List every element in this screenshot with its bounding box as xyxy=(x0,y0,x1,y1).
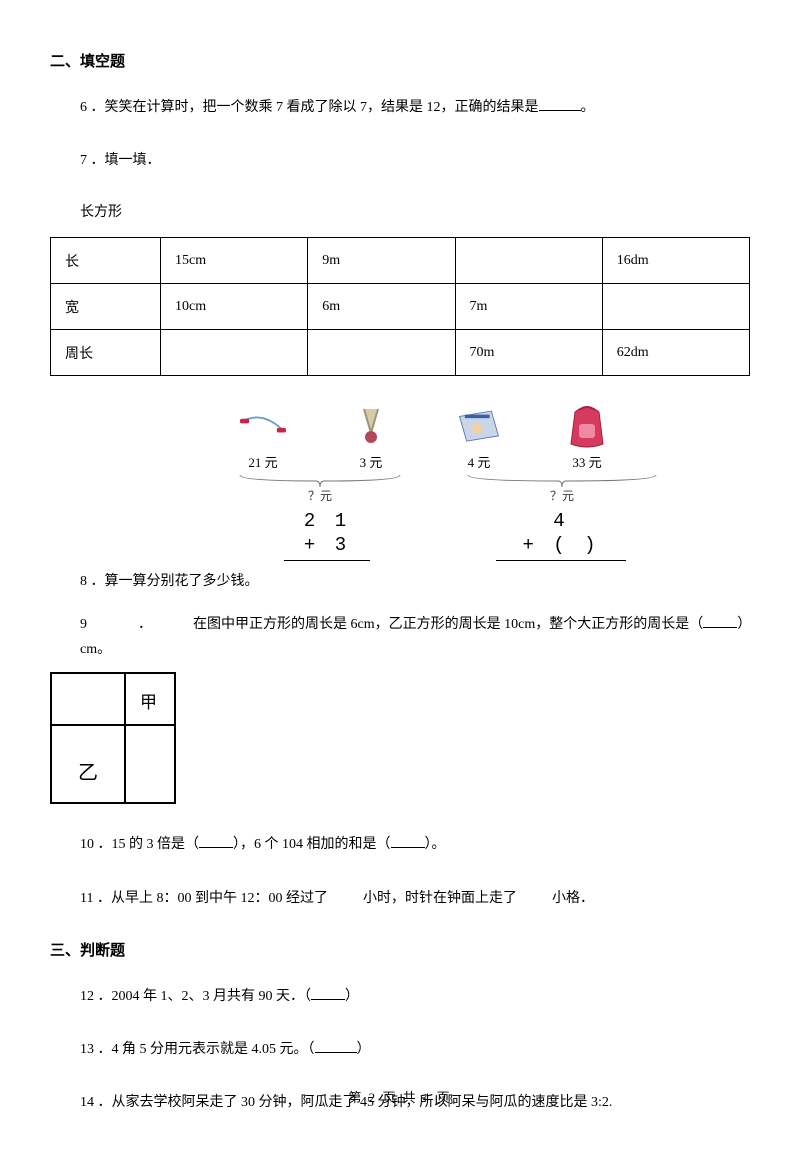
cell: 7m xyxy=(455,284,602,330)
q9-blank[interactable] xyxy=(703,614,737,628)
q13-blank[interactable] xyxy=(315,1039,357,1053)
calc-right: 4 + ( ) xyxy=(496,510,626,561)
calc2-line xyxy=(496,560,626,561)
item-shuttlecock: 3 元 xyxy=(348,406,394,471)
calc-row: 2 1 + 3 4 + ( ) xyxy=(240,510,760,561)
price: 4 元 xyxy=(468,452,491,471)
q9-num: 9 xyxy=(80,617,87,632)
items-illustration: 21 元 3 元 4 元 33 元 xyxy=(240,406,760,561)
backpack-icon xyxy=(564,406,610,448)
q9-hline xyxy=(52,724,174,726)
cell: 6m xyxy=(308,284,455,330)
q9-label-yi: 乙 xyxy=(78,756,98,785)
cell: 15cm xyxy=(161,238,308,284)
q9-figure: 甲 乙 xyxy=(50,672,750,804)
section-2-title: 二、填空题 xyxy=(50,50,750,71)
price: 3 元 xyxy=(360,452,383,471)
question-11: 11 ．从早上 8：00 到中午 12：00 经过了 小时，时针在钟面上走了 小… xyxy=(80,886,750,911)
question-9: 9 ． 在图中甲正方形的周长是 6cm，乙正方形的周长是 10cm，整个大正方形… xyxy=(80,612,750,662)
price: 33 元 xyxy=(572,452,601,471)
cell[interactable] xyxy=(455,238,602,284)
jumprope-icon xyxy=(240,406,286,448)
cell[interactable] xyxy=(161,330,308,376)
brace-right-label: ？元 xyxy=(550,487,574,504)
question-10: 10 ．15 的 3 倍是（ ），6 个 104 相加的和是（ ）。 xyxy=(80,832,750,857)
q11-b: 小时，时针在钟面上走了 xyxy=(363,891,517,906)
q9-text: 在图中甲正方形的周长是 6cm，乙正方形的周长是 10cm，整个大正方形的周长是… xyxy=(193,617,703,632)
cell: 16dm xyxy=(602,238,749,284)
q11-a: 11 ．从早上 8：00 到中午 12：00 经过了 xyxy=(80,891,328,906)
item-notebook: 4 元 xyxy=(456,406,502,471)
rectangle-table: 长 15cm 9m 16dm 宽 10cm 6m 7m 周长 70m 62dm xyxy=(50,237,750,376)
cell: 宽 xyxy=(51,284,161,330)
cell: 70m xyxy=(455,330,602,376)
brace-row: ？元 ？元 xyxy=(234,473,760,504)
shuttlecock-icon xyxy=(348,406,394,448)
q10-pre: 10 ．15 的 3 倍是（ xyxy=(80,837,199,852)
table-row: 长 15cm 9m 16dm xyxy=(51,238,750,284)
q10-mid: ），6 个 104 相加的和是（ xyxy=(233,837,391,852)
page-container: 二、填空题 6 ．笑笑在计算时，把一个数乘 7 看成了除以 7，结果是 12，正… xyxy=(0,0,800,1163)
calc2-bot: + ( ) xyxy=(496,534,626,558)
brace-right: ？元 xyxy=(462,473,662,504)
q13-tail: ） xyxy=(357,1042,371,1057)
calc1-bot: + 3 xyxy=(284,534,370,558)
q12-blank[interactable] xyxy=(311,986,345,1000)
q7-shape: 长方形 xyxy=(80,201,750,221)
cell: 62dm xyxy=(602,330,749,376)
q12-text: 12 ．2004 年 1、2、3 月共有 90 天．（ xyxy=(80,989,311,1004)
q11-c: 小格． xyxy=(552,891,594,906)
q13-text: 13 ．4 角 5 分用元表示就是 4.05 元。（ xyxy=(80,1042,315,1057)
item-backpack: 33 元 xyxy=(564,406,610,471)
calc-left: 2 1 + 3 xyxy=(284,510,370,561)
table-row: 周长 70m 62dm xyxy=(51,330,750,376)
q9-dot: ． xyxy=(138,617,152,632)
price: 21 元 xyxy=(248,452,277,471)
brace-left-label: ？元 xyxy=(308,487,332,504)
q9-label-jia: 甲 xyxy=(140,688,157,713)
calc2-top: 4 xyxy=(496,510,626,534)
page-footer: 第 2 页 共 4 页 xyxy=(0,1087,800,1106)
q10-tail: ）。 xyxy=(425,837,446,852)
items-row: 21 元 3 元 4 元 33 元 xyxy=(240,406,760,471)
q6-blank[interactable] xyxy=(539,97,581,111)
table-row: 宽 10cm 6m 7m xyxy=(51,284,750,330)
brace-left: ？元 xyxy=(234,473,406,504)
question-12: 12 ．2004 年 1、2、3 月共有 90 天．（ ） xyxy=(80,984,750,1009)
item-jumprope: 21 元 xyxy=(240,406,286,471)
q6-text: 6 ．笑笑在计算时，把一个数乘 7 看成了除以 7，结果是 12，正确的结果是 xyxy=(80,100,539,115)
q9-vline xyxy=(124,674,126,802)
cell: 9m xyxy=(308,238,455,284)
q10-blank1[interactable] xyxy=(199,834,233,848)
question-6: 6 ．笑笑在计算时，把一个数乘 7 看成了除以 7，结果是 12，正确的结果是 。 xyxy=(80,95,750,120)
section-3-title: 三、判断题 xyxy=(50,939,750,960)
calc1-top: 2 1 xyxy=(284,510,370,534)
question-8: 8 ．算一算分别花了多少钱。 xyxy=(80,569,750,594)
question-13: 13 ．4 角 5 分用元表示就是 4.05 元。（ ） xyxy=(80,1037,750,1062)
q8-text: 8 ．算一算分别花了多少钱。 xyxy=(80,569,259,594)
cell[interactable] xyxy=(602,284,749,330)
cell[interactable] xyxy=(308,330,455,376)
cell: 长 xyxy=(51,238,161,284)
cell: 10cm xyxy=(161,284,308,330)
q6-tail: 。 xyxy=(581,100,595,115)
question-7: 7 ．填一填． xyxy=(80,148,750,173)
calc1-line xyxy=(284,560,370,561)
notebook-icon xyxy=(456,406,502,448)
cell: 周长 xyxy=(51,330,161,376)
q10-blank2[interactable] xyxy=(391,834,425,848)
q9-outer-square: 甲 乙 xyxy=(50,672,176,804)
q12-tail: ） xyxy=(345,989,359,1004)
